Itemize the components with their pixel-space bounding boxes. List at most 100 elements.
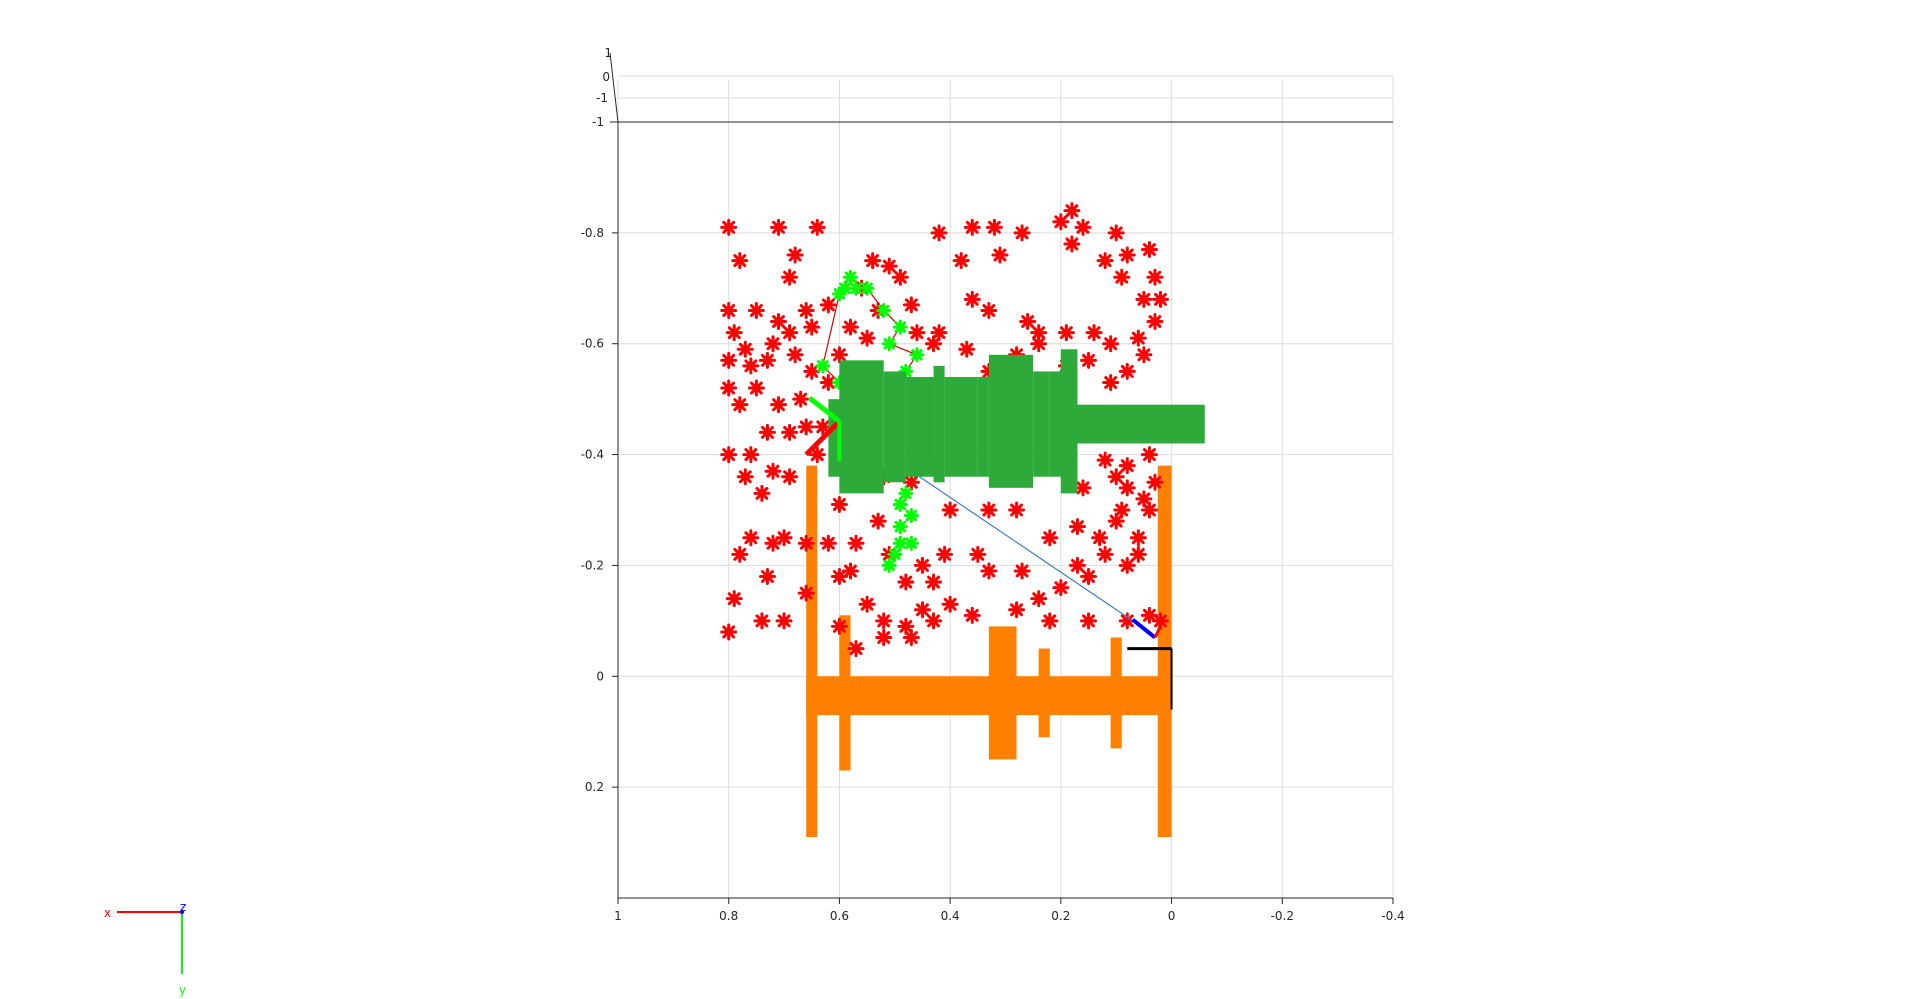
planned-path: [815, 269, 1156, 638]
obstacle-point: [958, 340, 976, 358]
star-core: [1079, 483, 1087, 492]
obstacle-point: [830, 617, 848, 635]
star-core: [1106, 378, 1115, 387]
x-tick-label: 0.4: [941, 909, 960, 923]
star-core: [1134, 334, 1143, 343]
star-core: [1034, 594, 1043, 603]
star-core: [897, 523, 904, 530]
star-core: [769, 467, 777, 476]
star-core: [929, 339, 938, 348]
star-core: [874, 517, 883, 525]
obstacle-point: [1135, 346, 1153, 364]
star-core: [735, 256, 744, 265]
obstacle-point: [925, 335, 943, 353]
x-tick-label: 0.6: [830, 909, 849, 923]
star-core: [835, 622, 844, 631]
obstacle-point: [786, 246, 804, 264]
arm-link: [933, 365, 945, 483]
star-core: [1057, 217, 1065, 226]
obstacle-point: [764, 462, 782, 480]
obstacle-point: [952, 252, 970, 270]
arm-link: [1033, 371, 1050, 477]
arm-link: [1060, 349, 1078, 494]
star-core: [897, 323, 904, 331]
table-part: [999, 626, 1017, 760]
obstacle-point: [1063, 202, 1081, 220]
obstacle-point: [941, 595, 959, 613]
obstacle-point: [1085, 324, 1103, 342]
start-frame-x: [804, 419, 842, 457]
star-core: [1062, 328, 1071, 337]
star-core: [763, 356, 772, 365]
star-core: [780, 533, 788, 542]
obstacle-point: [1080, 612, 1098, 630]
axes-triad: x y z: [104, 900, 186, 997]
obstacle-point: [980, 301, 998, 319]
star-core: [1101, 456, 1109, 464]
obstacle-point: [720, 623, 738, 641]
star-core: [1101, 550, 1109, 559]
robot-arm-model: [828, 349, 1205, 494]
star-core: [1156, 295, 1165, 304]
star-core: [741, 472, 750, 481]
obstacle-point: [1074, 479, 1092, 497]
star-core: [968, 223, 977, 232]
obstacle-point: [725, 324, 743, 342]
obstacle-point: [1102, 374, 1120, 392]
obstacle-point: [770, 396, 788, 414]
star-core: [807, 367, 816, 376]
obstacle-point: [781, 324, 799, 342]
star-core: [1117, 506, 1126, 514]
obstacle-point: [963, 606, 981, 624]
star-core: [1123, 483, 1132, 492]
star-core: [752, 384, 761, 392]
star-core: [785, 428, 794, 437]
table-model: [806, 465, 1172, 838]
star-core: [747, 362, 755, 370]
star-core: [1145, 450, 1154, 459]
obstacle-point: [1118, 479, 1136, 497]
obstacle-point: [830, 495, 848, 513]
obstacle-point: [1030, 335, 1048, 353]
tick-labels: 1 0.8 0.6 0.4 0.2 0 -0.2 -0.4 -1 -0.8 -0.6 -0.4 -0.2…: [581, 46, 1405, 923]
obstacle-point: [963, 218, 981, 236]
star-core: [929, 578, 938, 586]
star-core: [785, 472, 794, 481]
obstacle-point: [1140, 501, 1158, 519]
y-tick-label: 0.2: [585, 780, 604, 794]
star-core: [902, 490, 910, 497]
star-core: [835, 500, 844, 509]
path-node: [909, 347, 925, 363]
star-core: [846, 323, 855, 331]
obstacle-point: [747, 379, 765, 397]
obstacle-point: [891, 268, 909, 286]
table-part: [806, 465, 818, 838]
star-core: [863, 284, 871, 292]
star-core: [1068, 240, 1076, 248]
star-core: [935, 328, 943, 337]
star-core: [735, 550, 744, 559]
star-core: [1117, 273, 1126, 282]
obstacle-point: [847, 534, 865, 552]
star-core: [774, 223, 783, 232]
path-node: [903, 508, 919, 524]
obstacle-point: [991, 246, 1009, 264]
obstacle-point: [1057, 324, 1075, 342]
obstacle-point: [908, 324, 926, 342]
star-core: [774, 400, 783, 409]
obstacle-point: [758, 351, 776, 369]
obstacle-point: [847, 640, 865, 658]
arm-link: [905, 376, 934, 477]
obstacle-point: [786, 346, 804, 364]
obstacle-point: [1135, 490, 1153, 508]
star-core: [913, 328, 921, 337]
obstacle-point: [720, 379, 738, 397]
obstacle-point: [770, 313, 788, 331]
star-core: [940, 550, 949, 559]
star-core: [813, 450, 822, 459]
obstacle-point: [1080, 351, 1098, 369]
end-frame-z: [1131, 618, 1157, 640]
table-part: [1038, 648, 1050, 738]
obstacle-point: [819, 534, 837, 552]
path-node: [898, 485, 914, 501]
